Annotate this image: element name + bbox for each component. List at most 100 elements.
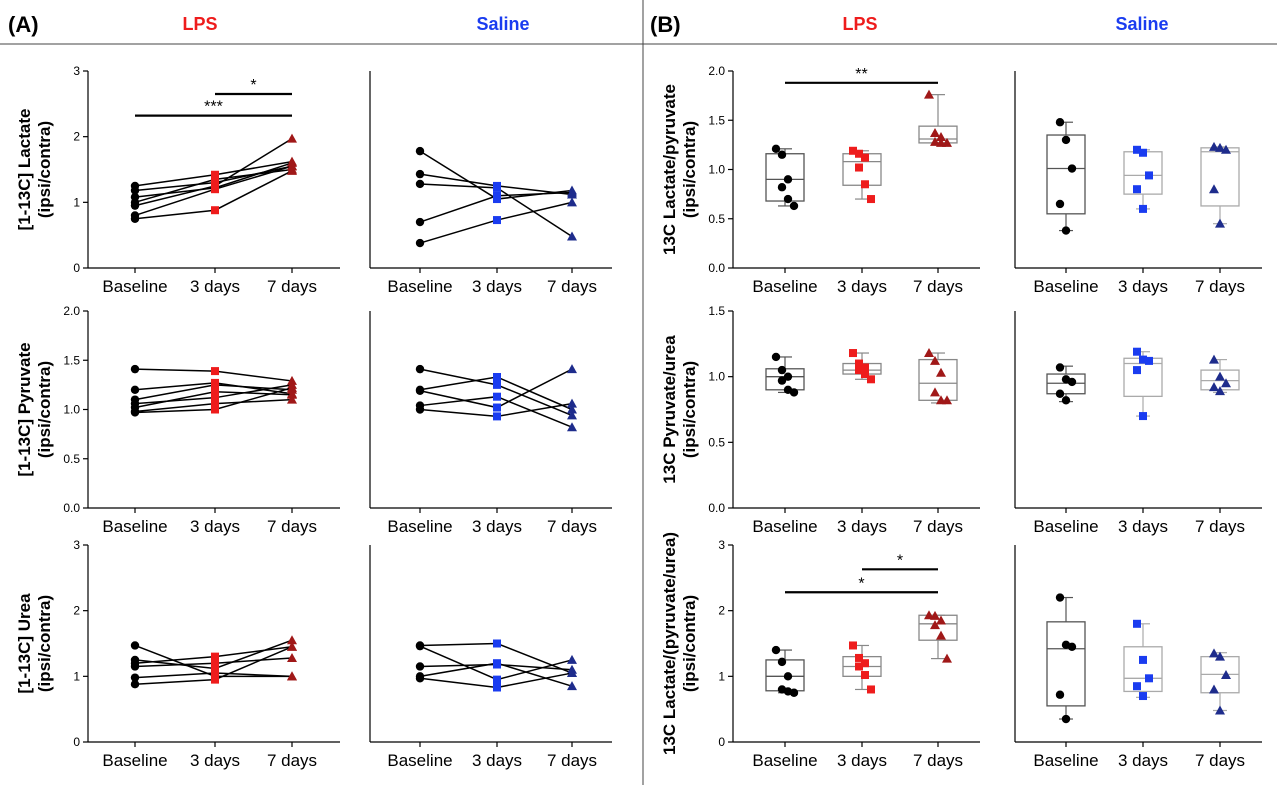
y-tick-label: 1.5 <box>708 304 725 318</box>
data-point <box>1133 366 1141 375</box>
box-iqr <box>1123 151 1163 195</box>
y-tick-label: 0 <box>73 735 80 749</box>
x-tick-label: 7 days <box>913 517 963 536</box>
chart-A-pyruvate-lps: 0.0 0.5 1.0 1.5 2.0 Baseline 3 days 7 days [1-13… <box>15 304 340 536</box>
data-point <box>930 610 940 620</box>
box-iqr <box>1046 621 1086 707</box>
data-point <box>211 367 219 376</box>
y-tick-label: 0.5 <box>708 435 725 449</box>
data-point <box>567 410 577 420</box>
data-point <box>1067 164 1077 173</box>
data-point <box>1209 382 1219 392</box>
data-point <box>861 180 869 189</box>
data-point <box>493 392 501 401</box>
data-point <box>493 675 501 684</box>
data-point <box>855 662 863 671</box>
x-tick-label: 7 days <box>267 277 317 296</box>
chart-B-lactpyr-lps: 0.0 0.5 1.0 1.5 2.0 Baseline 3 days 7 days 13C L… <box>660 64 980 296</box>
data-point <box>1209 141 1219 151</box>
y-tick-label: 0 <box>718 735 725 749</box>
y-axis-label: 13C Lactate/(pyruvate/urea) <box>660 532 679 755</box>
data-point <box>1145 674 1153 683</box>
data-point <box>1209 354 1219 364</box>
data-point <box>415 364 425 374</box>
data-point <box>936 367 946 377</box>
data-point <box>493 216 501 225</box>
data-point <box>211 380 219 389</box>
data-point <box>287 389 297 399</box>
y-axis-label-unit: (ipsi/contra) <box>35 595 54 692</box>
data-point <box>777 376 787 385</box>
data-point <box>930 620 940 630</box>
y-axis-label: 13C Lactate/pyruvate <box>660 84 679 255</box>
data-point <box>1055 199 1065 209</box>
y-axis-label: [1-13C] Urea <box>15 593 34 694</box>
data-point <box>861 671 869 680</box>
data-point <box>567 668 577 678</box>
x-tick-label: 7 days <box>913 751 963 770</box>
data-point <box>130 641 140 650</box>
data-point <box>211 175 219 184</box>
data-point <box>567 231 577 241</box>
data-point <box>1139 655 1147 664</box>
data-point <box>567 197 577 207</box>
box-iqr <box>1046 373 1086 395</box>
data-point <box>130 673 140 682</box>
data-point <box>287 382 297 392</box>
data-point <box>1215 705 1225 715</box>
data-point <box>1139 692 1147 701</box>
x-tick-label: 7 days <box>547 277 597 296</box>
group-title-b-lps: LPS <box>842 14 877 34</box>
significance-label: * <box>858 575 864 592</box>
data-point <box>867 685 875 694</box>
y-tick-label: 1.0 <box>708 163 725 177</box>
data-point <box>130 680 140 689</box>
data-point <box>211 675 219 684</box>
y-tick-label: 0.0 <box>708 501 725 515</box>
data-point <box>567 398 577 408</box>
panel-label-a: (A) <box>8 12 39 37</box>
data-point <box>771 352 781 362</box>
data-point <box>789 388 799 397</box>
data-point <box>777 365 787 375</box>
x-tick-label: 3 days <box>1118 751 1168 770</box>
data-point <box>211 185 219 194</box>
chart-A-urea-lps: 0 1 2 3 Baseline 3 days 7 days [1-13C] Urea (ips… <box>15 538 340 770</box>
data-point <box>287 394 297 404</box>
box-iqr <box>918 358 958 401</box>
chart-A-urea-saline: Baseline 3 days 7 days <box>369 545 612 770</box>
significance-label: * <box>897 552 903 569</box>
y-axis-label: 13C Pyruvate/urea <box>660 335 679 484</box>
data-point <box>211 405 219 414</box>
box-iqr <box>1046 134 1086 215</box>
x-tick-label: 3 days <box>837 277 887 296</box>
y-tick-label: 1 <box>73 195 80 209</box>
data-point <box>789 201 799 211</box>
data-point <box>936 615 946 625</box>
y-tick-label: 0.5 <box>708 212 725 226</box>
chart-B-pyrurea-lps: 0.0 0.5 1.0 1.5 Baseline 3 days 7 days 13C Pyru… <box>660 304 980 536</box>
x-tick-label: 7 days <box>267 751 317 770</box>
data-point <box>1055 363 1065 372</box>
y-tick-label: 1.5 <box>708 113 725 127</box>
data-point <box>936 630 946 640</box>
data-point <box>130 201 140 210</box>
data-point <box>930 355 940 365</box>
x-tick-label: Baseline <box>1033 751 1098 770</box>
data-point <box>493 183 501 192</box>
significance-label: * <box>250 77 256 94</box>
data-point <box>1139 148 1147 157</box>
data-point <box>867 195 875 204</box>
data-point <box>130 385 140 394</box>
data-point <box>1221 378 1231 388</box>
data-point <box>130 186 140 195</box>
data-point <box>567 422 577 432</box>
y-axis-label: [1-13C] Lactate <box>15 109 34 231</box>
data-point <box>130 214 140 223</box>
y-axis-label-unit: (ipsi/contra) <box>680 361 699 458</box>
data-point <box>1139 204 1147 213</box>
data-point <box>849 349 857 358</box>
x-tick-label: 7 days <box>1195 751 1245 770</box>
data-point <box>855 359 863 368</box>
